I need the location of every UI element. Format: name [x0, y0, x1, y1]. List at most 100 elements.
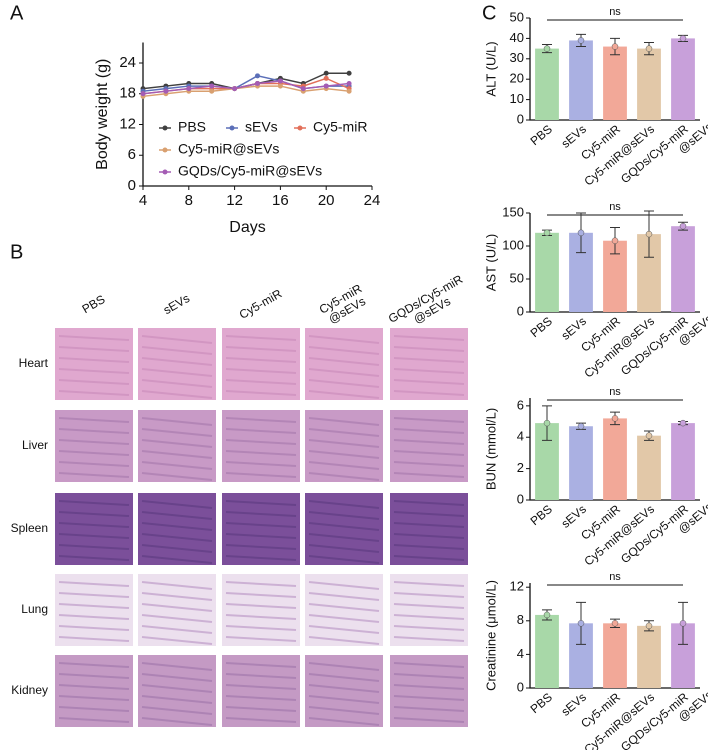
tissue-texture: [225, 717, 297, 723]
tissue-texture: [141, 684, 213, 693]
tissue-texture: [308, 522, 380, 531]
tissue-texture: [58, 472, 130, 478]
significance-label: ns: [609, 6, 621, 18]
tissue-texture: [58, 684, 130, 690]
tissue-texture: [393, 695, 465, 701]
tissue-texture: [393, 603, 465, 609]
tissue-texture: [141, 673, 213, 682]
y-tick-label: 6: [517, 397, 524, 412]
tissue-texture: [225, 346, 297, 352]
y-tick-label: 12: [510, 579, 524, 594]
tissue-texture: [393, 684, 465, 690]
tissue-texture: [58, 511, 130, 517]
x-tick-label: PBS: [528, 502, 555, 528]
tissue-texture: [393, 636, 465, 642]
tissue-texture: [141, 695, 213, 704]
tissue-texture: [58, 662, 130, 668]
legend-marker: [162, 169, 168, 175]
bar: [671, 423, 695, 500]
bar: [637, 48, 661, 120]
legend-marker: [297, 125, 303, 131]
tissue-texture: [58, 346, 130, 352]
data-point: [543, 229, 551, 237]
tissue-texture: [58, 695, 130, 701]
tissue-texture: [141, 522, 213, 531]
tissue-texture: [393, 461, 465, 467]
tissue-texture: [225, 555, 297, 561]
tissue-texture: [225, 461, 297, 467]
bar: [671, 623, 695, 688]
tissue-texture: [141, 335, 213, 344]
tissue-texture: [393, 346, 465, 352]
y-axis-label: AST (U/L): [483, 234, 498, 292]
bar: [535, 614, 559, 688]
tissue-texture: [393, 662, 465, 668]
tissue-texture: [225, 450, 297, 456]
tissue-texture: [58, 673, 130, 679]
data-point: [346, 81, 352, 86]
data-point: [543, 611, 551, 619]
tissue-texture: [141, 581, 213, 590]
tissue-texture: [225, 472, 297, 478]
tissue-texture: [393, 717, 465, 723]
bar: [535, 232, 559, 312]
data-point: [679, 419, 687, 427]
tissue-texture: [141, 500, 213, 509]
bar: [569, 426, 593, 500]
tissue-texture: [393, 673, 465, 679]
tissue-texture: [393, 368, 465, 374]
data-point: [611, 415, 619, 422]
legend-label: sEVs: [245, 119, 278, 135]
x-tick-label: 4: [139, 192, 147, 209]
data-point: [255, 81, 260, 86]
tissue-texture: [225, 603, 297, 609]
tissue-texture: [393, 417, 465, 423]
tissue-texture: [58, 581, 130, 587]
tissue-texture: [58, 625, 130, 631]
x-tick-label: PBS: [528, 122, 555, 148]
column-label-line: Cy5-miR: [237, 286, 285, 322]
tissue-texture: [308, 390, 380, 399]
significance-label: ns: [609, 201, 621, 213]
tissue-texture: [308, 417, 380, 426]
tissue-texture: [58, 335, 130, 341]
bar: [637, 234, 661, 312]
tissue-texture: [308, 581, 380, 590]
y-tick-label: 40: [510, 30, 524, 45]
tissue-texture: [141, 717, 213, 726]
bar: [569, 40, 593, 120]
data-point: [577, 229, 585, 237]
tissue-texture: [308, 592, 380, 601]
tissue-texture: [225, 368, 297, 374]
tissue-texture: [58, 368, 130, 374]
tissue-texture: [58, 706, 130, 712]
tissue-texture: [141, 390, 213, 399]
tissue-texture: [58, 717, 130, 723]
column-label-line: PBS: [80, 292, 108, 316]
tissue-texture: [308, 684, 380, 693]
tissue-texture: [225, 439, 297, 445]
tissue-texture: [141, 544, 213, 553]
tissue-texture: [58, 439, 130, 445]
tissue-texture: [58, 636, 130, 642]
tissue-texture: [393, 555, 465, 561]
data-point: [679, 620, 687, 627]
tissue-texture: [225, 592, 297, 598]
y-tick-label: 0: [128, 177, 136, 194]
data-point: [323, 70, 329, 76]
tissue-texture: [393, 522, 465, 528]
y-tick-label: 100: [502, 237, 524, 252]
tissue-texture: [58, 379, 130, 385]
tissue-texture: [393, 335, 465, 341]
tissue-texture: [225, 511, 297, 517]
tissue-texture: [141, 592, 213, 601]
tissue-texture: [308, 603, 380, 612]
tissue-texture: [225, 428, 297, 434]
data-point: [346, 70, 352, 76]
legend-label: PBS: [178, 119, 206, 135]
tissue-texture: [58, 390, 130, 396]
y-tick-label: 150: [502, 204, 524, 219]
y-tick-label: 12: [119, 115, 136, 132]
tissue-texture: [141, 706, 213, 715]
y-tick-label: 0: [517, 303, 524, 318]
